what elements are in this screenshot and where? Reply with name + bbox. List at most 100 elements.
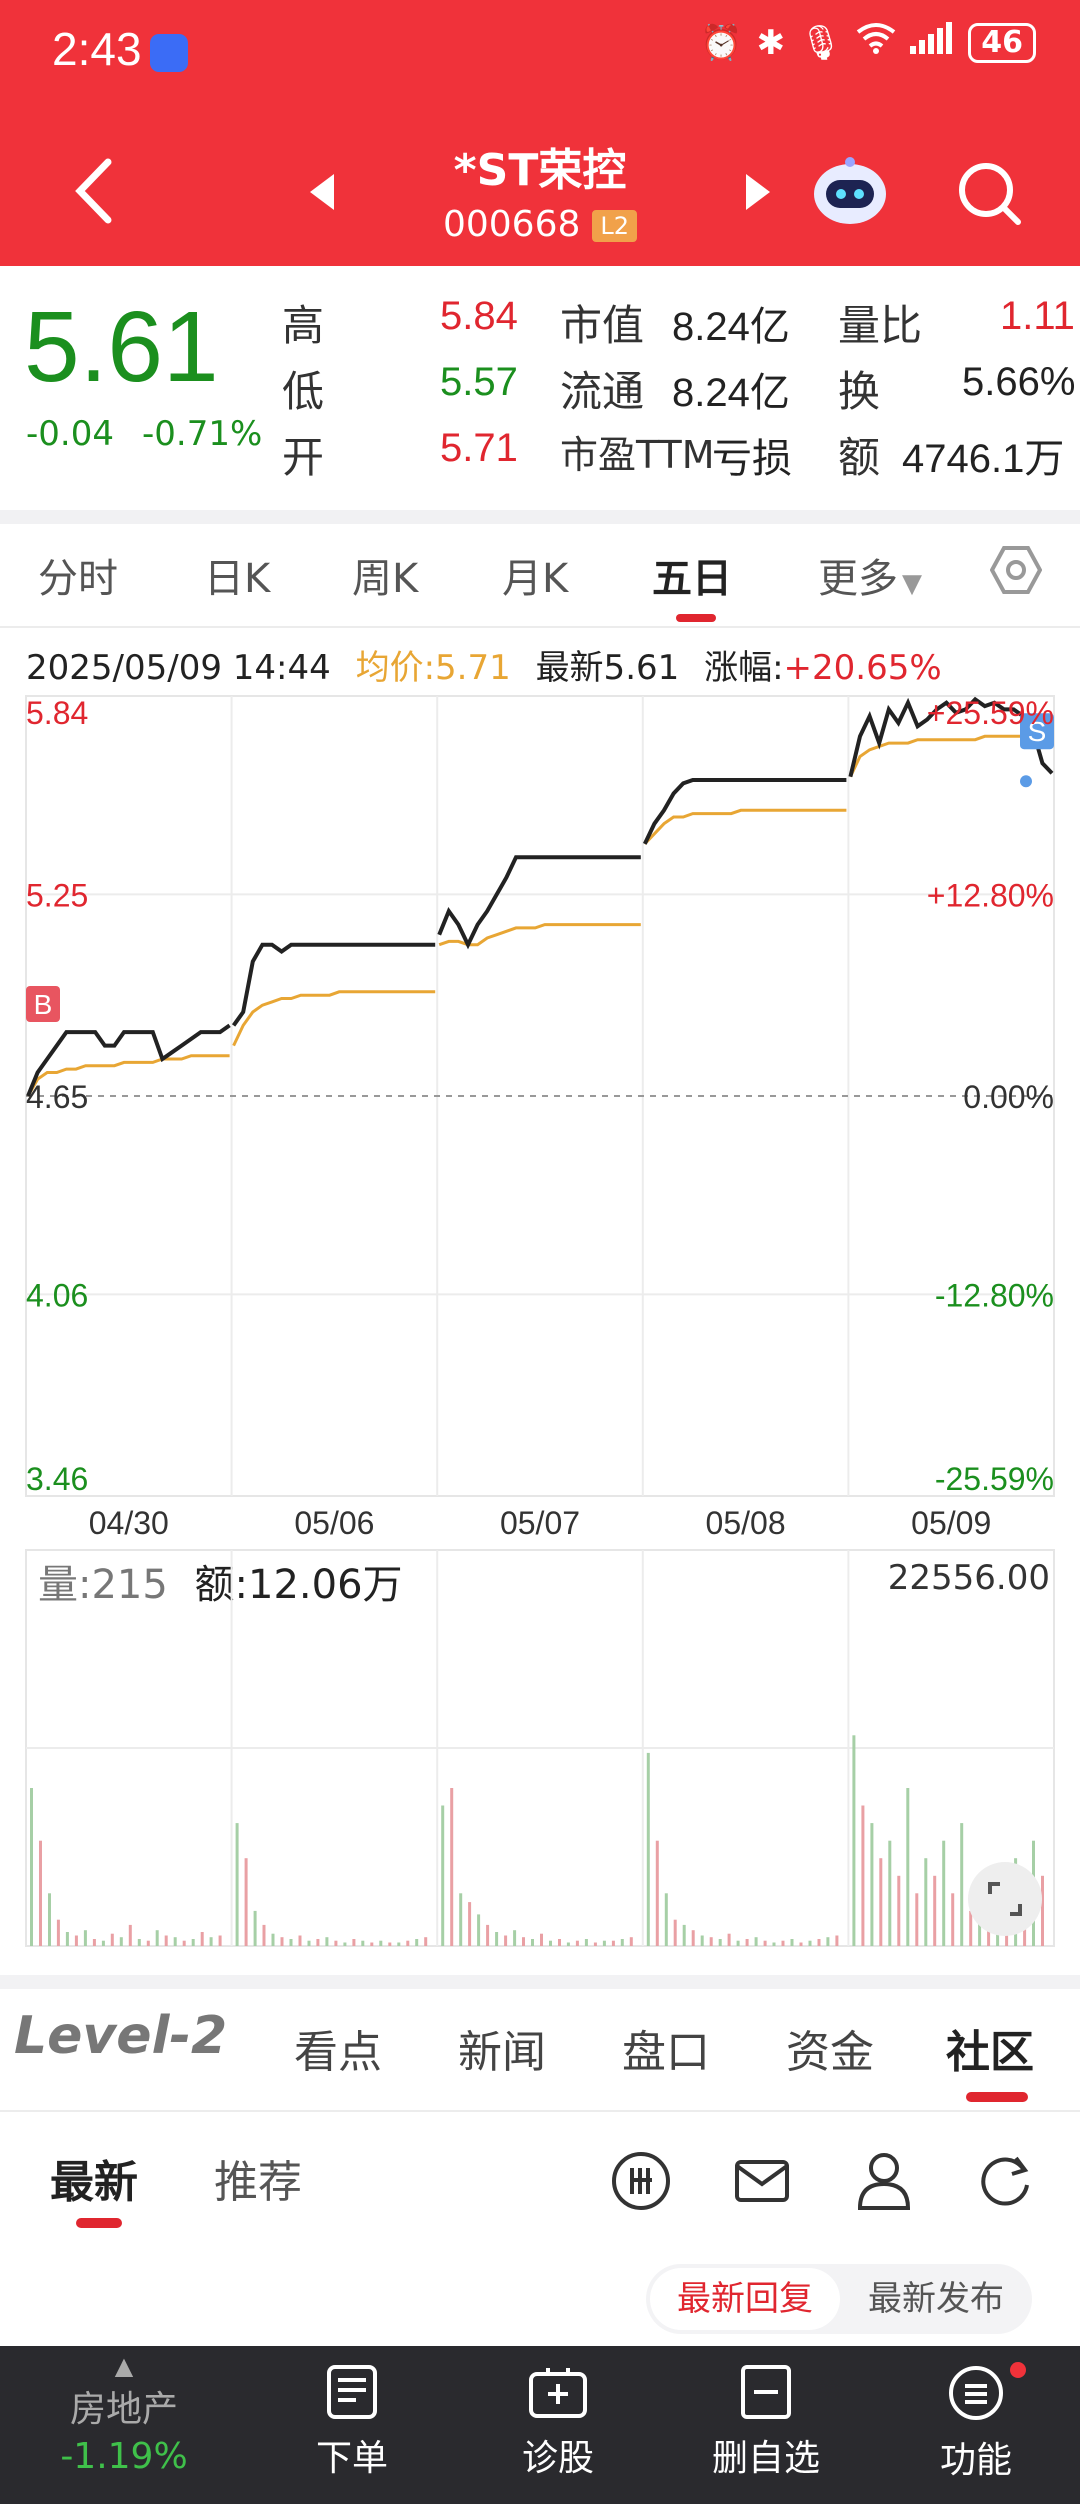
- volume-bar: [370, 1942, 374, 1946]
- volume-bar: [1041, 1875, 1044, 1946]
- order-button[interactable]: 下单: [252, 2346, 452, 2481]
- fullscreen-button[interactable]: [968, 1862, 1042, 1936]
- message-icon[interactable]: [734, 2156, 790, 2210]
- volume-bar: [271, 1933, 275, 1946]
- expand-icon: [988, 1882, 1022, 1916]
- y-tick-right: -12.80%: [935, 1277, 1054, 1313]
- volume-bar: [879, 1858, 883, 1946]
- volume-bar: [468, 1902, 472, 1946]
- volume-grid: [25, 1549, 1055, 1947]
- volume-bar: [960, 1823, 964, 1946]
- tab-weekly-k[interactable]: 周K: [352, 556, 419, 602]
- volume-bar: [352, 1939, 356, 1946]
- volume-bar: [575, 1940, 579, 1946]
- functions-button[interactable]: 功能: [876, 2346, 1076, 2483]
- y-tick-left: 5.25: [26, 877, 88, 913]
- tab-latest[interactable]: 最新: [50, 2157, 138, 2208]
- signal-icon: [910, 22, 954, 63]
- volume-bar: [182, 1940, 186, 1946]
- chart-ticks: 5.84 +25.59% 5.25 +12.80% 4.65 0.00% 4.06 -12.8…: [26, 695, 1054, 1540]
- y-tick-right: +12.80%: [927, 877, 1054, 913]
- buy-marker: [26, 986, 60, 1022]
- five-day-price-chart[interactable]: BS 5.84 +25.59%5.25 +12.80%4.65 0.00%4.06 -1…: [0, 690, 1080, 1540]
- sector-indicator[interactable]: ▲ 房地产 -1.19%: [24, 2346, 224, 2477]
- vol-ratio-label: 量比: [838, 301, 923, 350]
- float-label: 流通: [560, 367, 645, 416]
- price-line-day-1: [26, 1023, 231, 1097]
- tab-monthly-k[interactable]: 月K: [502, 556, 569, 602]
- price-change: -0.04: [26, 414, 114, 454]
- next-stock-button[interactable]: [744, 174, 770, 214]
- remove-watchlist-button[interactable]: 删自选: [666, 2346, 866, 2481]
- tab-more-label: 更多: [818, 556, 898, 602]
- post-icon[interactable]: [610, 2150, 672, 2216]
- y-tick-left: 5.84: [26, 695, 88, 731]
- volume-bar: [406, 1940, 410, 1946]
- tab-news[interactable]: 新闻: [458, 2027, 546, 2078]
- volume-bar: [450, 1788, 454, 1946]
- sort-latest-reply[interactable]: 最新回复: [650, 2268, 840, 2330]
- tab-intraday[interactable]: 分时: [38, 556, 118, 602]
- bottom-action-bar: ▲ 房地产 -1.19% 下单 诊股 删自选 功能: [0, 2346, 1080, 2504]
- tab-more[interactable]: 更多 ▼: [818, 546, 922, 604]
- tab-five-day[interactable]: 五日: [652, 556, 732, 602]
- volume-bar: [191, 1939, 195, 1946]
- volume-bar: [200, 1932, 204, 1946]
- volume-bar: [915, 1893, 919, 1946]
- volume-bar: [486, 1924, 490, 1946]
- volume-bar: [727, 1933, 731, 1946]
- volume-bar: [817, 1939, 821, 1946]
- tab-daily-k[interactable]: 日K: [204, 556, 271, 602]
- user-profile-icon[interactable]: [856, 2150, 912, 2214]
- tab-community[interactable]: 社区: [946, 2027, 1034, 2078]
- volume-bar: [906, 1788, 910, 1946]
- volume-bar: [602, 1940, 606, 1946]
- low-value: 5.57: [440, 360, 518, 404]
- volume-bar: [584, 1939, 588, 1946]
- back-button[interactable]: [74, 158, 114, 228]
- order-icon: [327, 2365, 377, 2419]
- tab-highlights[interactable]: 看点: [294, 2027, 382, 2078]
- volume-bar: [101, 1940, 105, 1946]
- x-tick-date: 05/06: [294, 1505, 374, 1540]
- prev-stock-button[interactable]: [310, 174, 336, 214]
- search-icon[interactable]: [956, 160, 1022, 230]
- sort-latest-post[interactable]: 最新发布: [868, 2279, 1004, 2319]
- y-tick-left: 4.06: [26, 1277, 88, 1313]
- volume-bar: [137, 1939, 141, 1946]
- section-divider-2: [0, 1975, 1080, 1989]
- community-tab-indicator: [76, 2218, 122, 2228]
- menu-icon: [949, 2366, 1003, 2420]
- volume-bar: [522, 1937, 525, 1946]
- volume-bar: [888, 1840, 892, 1946]
- volume-bar: [459, 1893, 463, 1946]
- stock-code-row: 000668 L2: [0, 204, 1080, 245]
- gain-value: +20.65%: [783, 648, 942, 688]
- level2-badge: L2: [592, 210, 638, 242]
- settings-icon[interactable]: [989, 544, 1043, 600]
- volume-chart[interactable]: [0, 1546, 1080, 1956]
- robot-assistant-icon[interactable]: [810, 156, 890, 230]
- tab-orderbook[interactable]: 盘口: [622, 2027, 710, 2078]
- float-value: 8.24亿: [672, 371, 790, 415]
- tab-funds[interactable]: 资金: [786, 2027, 874, 2078]
- volume-bar: [146, 1940, 150, 1946]
- volume-bar: [334, 1940, 338, 1946]
- avg-price-line-day-1: [26, 1054, 230, 1097]
- tab-level2[interactable]: Level-2: [14, 2006, 228, 2066]
- volume-bar: [861, 1805, 865, 1946]
- volume-bar: [128, 1924, 132, 1946]
- volume-bar: [504, 1935, 508, 1946]
- volume-bar: [441, 1805, 445, 1946]
- volume-bar: [298, 1935, 302, 1946]
- turnover-label: 换: [838, 367, 881, 416]
- pe-label: 市盈TTM: [560, 433, 715, 477]
- tab-recommended[interactable]: 推荐: [214, 2157, 302, 2208]
- high-value: 5.84: [440, 294, 518, 338]
- volume-bar: [835, 1935, 839, 1946]
- volume-bar: [593, 1942, 597, 1946]
- refresh-icon[interactable]: [976, 2152, 1034, 2214]
- chart-grid: [25, 695, 1055, 1497]
- sector-name: 房地产: [69, 2389, 178, 2430]
- diagnose-button[interactable]: 诊股: [458, 2346, 658, 2481]
